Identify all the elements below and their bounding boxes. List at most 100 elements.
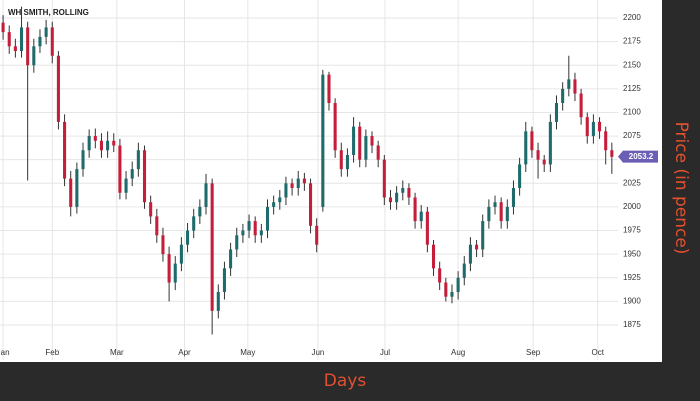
candle-body xyxy=(155,216,159,236)
y-tick-label: 2100 xyxy=(623,108,641,117)
candle-body xyxy=(591,121,595,137)
candle-body xyxy=(1,22,5,33)
candle-body xyxy=(272,202,276,207)
candle-body xyxy=(548,121,552,165)
candle-body xyxy=(19,27,24,52)
candle-body xyxy=(561,88,565,103)
candle-body xyxy=(382,159,386,198)
candle-body xyxy=(364,136,368,160)
candle-body xyxy=(278,197,282,203)
candle-body xyxy=(345,154,349,170)
y-tick-label: 2150 xyxy=(623,60,641,69)
candle-body xyxy=(173,263,177,283)
candle-body xyxy=(136,150,140,170)
x-tick-label: May xyxy=(240,348,255,357)
candle-body xyxy=(395,192,399,203)
candle-body xyxy=(579,93,583,118)
candle-body xyxy=(130,169,134,179)
candle-body xyxy=(124,178,128,193)
candle-body xyxy=(198,206,202,217)
candle-body xyxy=(438,268,442,283)
y-tick-label: 2125 xyxy=(623,84,641,93)
x-tick-label: Sep xyxy=(526,348,541,357)
candle-body xyxy=(7,32,11,47)
candle-body xyxy=(50,27,54,56)
x-tick-label: Jan xyxy=(0,348,10,357)
candle-body xyxy=(413,197,417,222)
candle-body xyxy=(290,183,294,189)
candle-body xyxy=(309,183,313,226)
grid xyxy=(0,0,618,360)
y-tick-label: 1900 xyxy=(623,297,641,306)
candle-body xyxy=(32,46,36,66)
candle-body xyxy=(388,197,393,203)
candle-body xyxy=(511,188,515,207)
candle-body xyxy=(475,244,479,250)
candle-body xyxy=(376,145,380,160)
x-axis-title: Days xyxy=(324,371,367,391)
x-tick-label: Jul xyxy=(380,348,390,357)
candle-body xyxy=(259,230,263,236)
candle-body xyxy=(499,202,503,222)
candle-body xyxy=(456,277,460,292)
candle-body xyxy=(229,249,233,269)
candle-body xyxy=(167,254,171,283)
candle-body xyxy=(493,202,497,207)
candle-body xyxy=(69,178,73,207)
candle-body xyxy=(44,27,48,37)
candle-body xyxy=(296,178,300,189)
candle-body xyxy=(204,183,208,207)
candle-body xyxy=(604,131,608,151)
candle-body xyxy=(407,188,411,198)
candle-body xyxy=(352,126,356,155)
candle-body xyxy=(81,150,85,170)
chart-title: WH SMITH, ROLLING xyxy=(8,8,89,17)
x-tick-label: Oct xyxy=(591,348,604,357)
y-tick-label: 1925 xyxy=(623,273,641,282)
candle-body xyxy=(179,244,183,264)
candle-body xyxy=(425,211,429,245)
candle-body xyxy=(149,202,153,217)
candle-body xyxy=(99,140,103,151)
candle-body xyxy=(419,211,423,222)
y-tick-label: 1975 xyxy=(623,226,641,235)
labels: 1875190019251950197520002025205020752100… xyxy=(0,13,658,357)
x-tick-label: Apr xyxy=(178,348,191,357)
candle-body xyxy=(444,282,448,297)
y-tick-label: 2075 xyxy=(623,131,641,140)
x-tick-label: Aug xyxy=(451,348,465,357)
candle-body xyxy=(161,235,165,255)
candle-body xyxy=(26,27,30,66)
y-tick-label: 2025 xyxy=(623,178,641,187)
candle-body xyxy=(186,230,190,245)
candle-body xyxy=(505,206,509,222)
candle-body xyxy=(358,126,362,160)
candle-body xyxy=(598,121,602,132)
y-tick-label: 2000 xyxy=(623,202,641,211)
candle-body xyxy=(38,36,42,47)
candle-body xyxy=(13,46,17,52)
candles xyxy=(1,6,614,335)
candle-body xyxy=(118,145,122,193)
candle-body xyxy=(554,102,559,122)
x-tick-label: Feb xyxy=(45,348,59,357)
candle-body xyxy=(339,150,343,170)
candle-body xyxy=(75,169,79,207)
x-tick-label: Mar xyxy=(110,348,124,357)
candle-body xyxy=(530,131,534,151)
candle-body xyxy=(284,183,288,198)
candle-body xyxy=(567,79,571,89)
candle-body xyxy=(142,150,147,203)
x-tick-label: Jun xyxy=(311,348,324,357)
candle-body xyxy=(518,164,522,189)
candle-body xyxy=(315,225,319,245)
candle-body xyxy=(431,244,436,269)
candle-body xyxy=(253,221,257,236)
candle-body xyxy=(302,178,306,184)
candle-body xyxy=(333,102,337,151)
candle-body xyxy=(210,183,214,311)
last-price-label: 2053.2 xyxy=(629,152,654,161)
candle-body xyxy=(235,235,239,250)
y-axis-title: Price (in pence) xyxy=(671,122,691,255)
